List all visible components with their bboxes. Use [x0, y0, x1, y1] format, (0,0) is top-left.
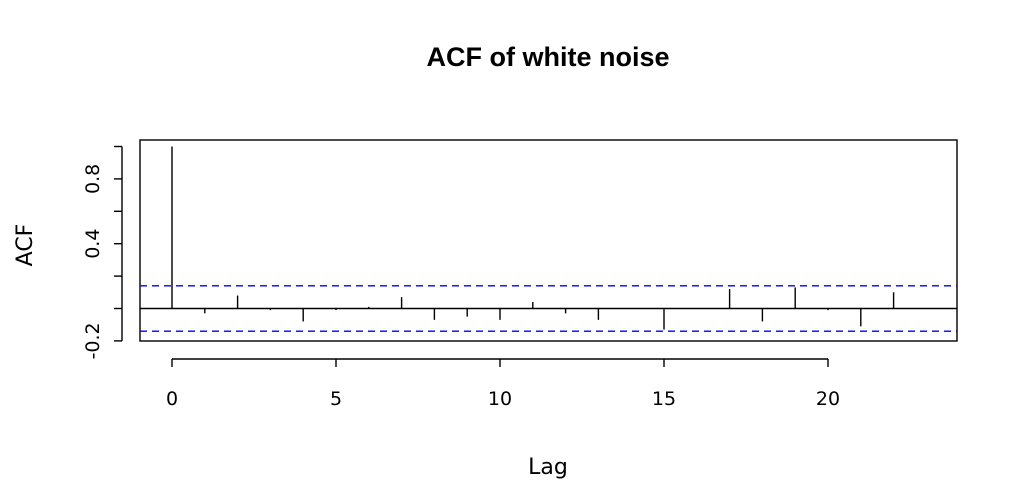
x-tick-label: 15	[652, 388, 676, 410]
y-tick-label: 0.4	[82, 229, 104, 259]
y-tick-label: 0.8	[82, 164, 104, 194]
y-axis-label: ACF	[13, 224, 38, 267]
chart-title: ACF of white noise	[426, 42, 670, 72]
x-tick-label: 0	[166, 388, 178, 410]
confidence-bounds	[140, 285, 957, 332]
y-tick-label: -0.2	[82, 322, 104, 359]
y-axis: -0.2 0.4 0.8	[82, 145, 123, 359]
plot-frame	[139, 139, 958, 342]
x-tick-label: 10	[488, 388, 512, 410]
x-axis: 0 5 10 15 20	[166, 358, 840, 410]
acf-bars	[171, 146, 895, 330]
x-axis-label: Lag	[528, 455, 568, 480]
x-tick-label: 20	[816, 388, 840, 410]
x-tick-label: 5	[330, 388, 342, 410]
